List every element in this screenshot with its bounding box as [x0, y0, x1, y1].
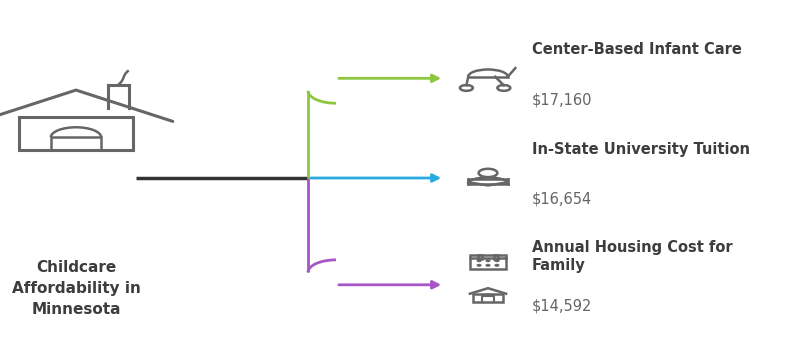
Circle shape [486, 260, 490, 262]
Circle shape [478, 265, 481, 266]
Bar [18, 117, 133, 150]
Bar [51, 137, 101, 150]
Bar [478, 255, 482, 259]
Bar [494, 255, 498, 259]
Bar [470, 255, 506, 269]
Text: Annual Housing Cost for
Family: Annual Housing Cost for Family [532, 240, 733, 273]
Text: In-State University Tuition: In-State University Tuition [532, 142, 750, 157]
Circle shape [495, 265, 498, 266]
Circle shape [478, 260, 481, 262]
Text: $16,654: $16,654 [532, 192, 592, 207]
Text: $17,160: $17,160 [532, 92, 593, 107]
Circle shape [486, 265, 490, 266]
Bar [474, 294, 502, 302]
Circle shape [495, 260, 498, 262]
Text: Childcare
Affordability in
Minnesota: Childcare Affordability in Minnesota [11, 260, 141, 317]
Text: $14,592: $14,592 [532, 299, 592, 314]
Text: Center-Based Infant Care: Center-Based Infant Care [532, 42, 742, 57]
